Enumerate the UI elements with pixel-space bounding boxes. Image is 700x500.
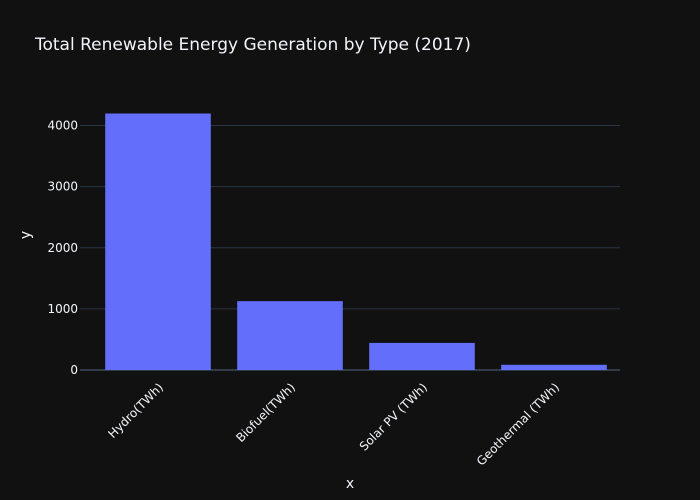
bar[interactable] (105, 113, 211, 371)
y-axis-ticks: 0 1000 2000 3000 4000 (47, 119, 78, 377)
bar[interactable] (237, 301, 343, 370)
chart-title: Total Renewable Energy Generation by Typ… (34, 35, 471, 55)
y-tick-label: 3000 (47, 180, 78, 194)
x-tick-label: Biofuel(TWh) (233, 380, 298, 445)
x-tick-label: Hydro(TWh) (105, 380, 166, 441)
x-tick-label: Geothermal (TWh) (474, 380, 562, 468)
bar[interactable] (501, 364, 607, 370)
x-tick-label: Solar PV (TWh) (357, 380, 430, 453)
y-tick-label: 0 (70, 363, 78, 377)
bars-layer (105, 113, 607, 371)
x-axis-title: x (346, 476, 354, 492)
y-axis-title: y (18, 231, 34, 239)
y-tick-label: 2000 (47, 241, 78, 255)
bar[interactable] (369, 342, 475, 370)
y-tick-label: 1000 (47, 302, 78, 316)
x-axis-ticks: Hydro(TWh) Biofuel(TWh) Solar PV (TWh) Geot… (105, 380, 562, 468)
y-tick-label: 4000 (47, 119, 78, 133)
